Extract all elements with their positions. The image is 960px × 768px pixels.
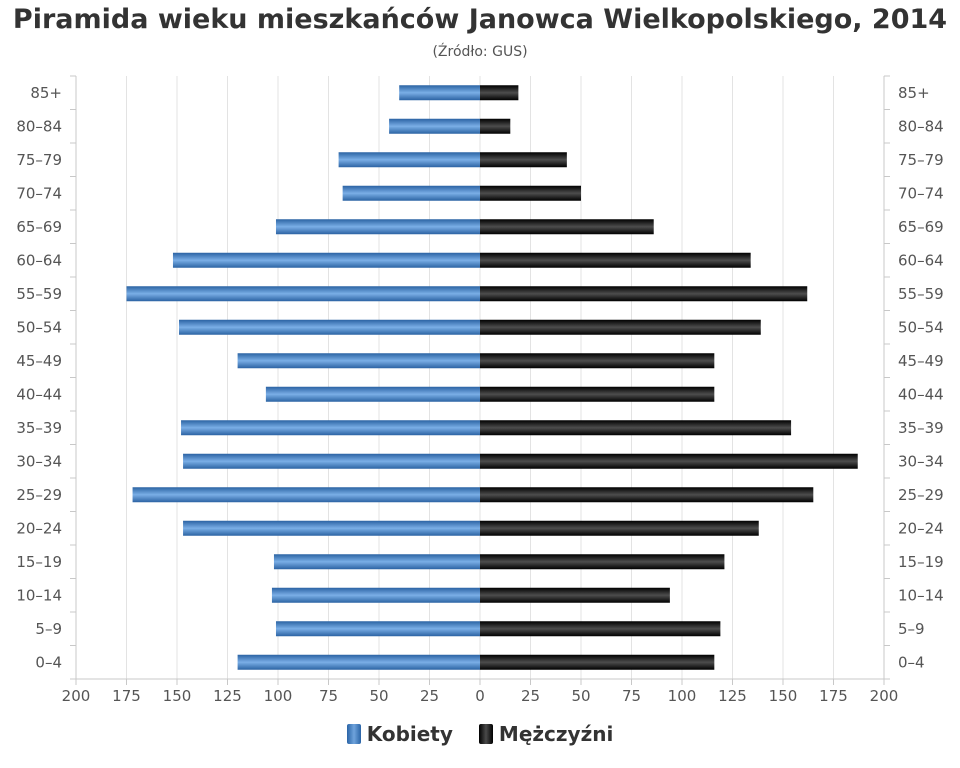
y-category-label-right: 10–14 [898,586,944,604]
y-category-label-right: 15–19 [898,553,944,571]
bar-mezczyzni [480,520,759,536]
legend-item-kobiety[interactable]: Kobiety [346,722,453,746]
y-category-label-left: 45–49 [16,352,62,370]
chart-subtitle: (Źródło: GUS) [432,44,528,60]
x-tick-label: 175 [112,687,141,705]
y-category-label-right: 65–69 [898,218,944,236]
y-category-label-left: 55–59 [16,285,62,303]
bar-kobiety [338,152,480,168]
bar-mezczyzni [480,85,519,101]
bar-kobiety [265,386,480,402]
y-category-label-right: 35–39 [898,419,944,437]
bar-mezczyzni [480,453,858,469]
bar-kobiety [273,554,480,570]
legend-item-mezczyzni[interactable]: Mężczyźni [478,722,614,746]
bar-kobiety [179,319,480,335]
y-category-label-left: 50–54 [16,318,62,336]
x-tick-label: 125 [213,687,242,705]
x-tick-label: 75 [319,687,338,705]
y-category-label-right: 70–74 [898,184,944,202]
x-tick-label: 150 [163,687,192,705]
y-category-label-right: 5–9 [898,620,925,638]
legend-label-kobiety: Kobiety [366,722,453,746]
x-tick-label: 0 [475,687,485,705]
x-tick-label: 50 [571,687,590,705]
bar-mezczyzni [480,654,715,670]
bar-mezczyzni [480,152,567,168]
y-category-label-left: 85+ [30,84,62,102]
bar-kobiety [271,587,480,603]
bar-kobiety [172,252,480,268]
y-category-label-left: 80–84 [16,117,62,135]
bar-mezczyzni [480,621,721,637]
y-category-label-left: 0–4 [35,653,62,671]
bar-kobiety [183,520,480,536]
bar-kobiety [342,185,480,201]
x-tick-label: 75 [622,687,641,705]
bar-mezczyzni [480,420,792,436]
y-category-label-right: 20–24 [898,519,944,537]
bar-mezczyzni [480,185,581,201]
bar-mezczyzni [480,252,751,268]
x-tick-label: 25 [420,687,439,705]
bar-mezczyzni [480,587,670,603]
bar-mezczyzni [480,319,761,335]
legend-label-mezczyzni: Mężczyźni [498,722,614,746]
y-category-label-left: 15–19 [16,553,62,571]
bar-mezczyzni [480,487,814,503]
y-category-label-left: 20–24 [16,519,62,537]
bar-mezczyzni [480,554,725,570]
y-category-label-right: 50–54 [898,318,944,336]
bar-kobiety [237,353,480,369]
y-category-label-left: 30–34 [16,452,62,470]
y-category-label-right: 55–59 [898,285,944,303]
bar-kobiety [237,654,480,670]
legend: Kobiety Mężczyźni [0,722,960,746]
x-tick-label: 175 [819,687,848,705]
x-tick-label: 100 [668,687,697,705]
chart-title: Piramida wieku mieszkańców Janowca Wielk… [12,4,948,35]
bar-kobiety [181,420,481,436]
y-category-label-right: 25–29 [898,486,944,504]
x-tick-label: 25 [521,687,540,705]
bar-mezczyzni [480,386,715,402]
y-category-label-left: 10–14 [16,586,62,604]
bar-mezczyzni [480,286,808,302]
bar-kobiety [275,621,480,637]
y-category-label-right: 75–79 [898,151,944,169]
y-category-label-left: 40–44 [16,385,62,403]
bar-mezczyzni [480,118,511,134]
legend-swatch-mezczyzni [478,724,493,744]
y-category-label-right: 40–44 [898,385,944,403]
y-category-label-left: 35–39 [16,419,62,437]
y-category-label-left: 65–69 [16,218,62,236]
x-tick-label: 150 [769,687,798,705]
y-category-label-left: 75–79 [16,151,62,169]
x-tick-label: 50 [369,687,388,705]
y-category-label-right: 30–34 [898,452,944,470]
bar-mezczyzni [480,353,715,369]
x-tick-label: 125 [718,687,747,705]
y-category-label-right: 0–4 [898,653,925,671]
bar-kobiety [132,487,480,503]
y-category-label-right: 60–64 [898,251,944,269]
y-category-label-right: 80–84 [898,117,944,135]
x-tick-label: 200 [870,687,899,705]
x-tick-label: 100 [264,687,293,705]
bar-kobiety [183,453,480,469]
y-category-label-left: 5–9 [35,620,62,638]
x-tick-label: 200 [62,687,91,705]
bar-kobiety [275,219,480,235]
y-category-label-left: 60–64 [16,251,62,269]
y-category-label-right: 45–49 [898,352,944,370]
y-category-label-left: 25–29 [16,486,62,504]
bar-kobiety [389,118,480,134]
bar-kobiety [126,286,480,302]
bar-kobiety [399,85,480,101]
y-category-label-left: 70–74 [16,184,62,202]
bar-mezczyzni [480,219,654,235]
legend-swatch-kobiety [346,724,361,744]
y-category-label-right: 85+ [898,84,930,102]
